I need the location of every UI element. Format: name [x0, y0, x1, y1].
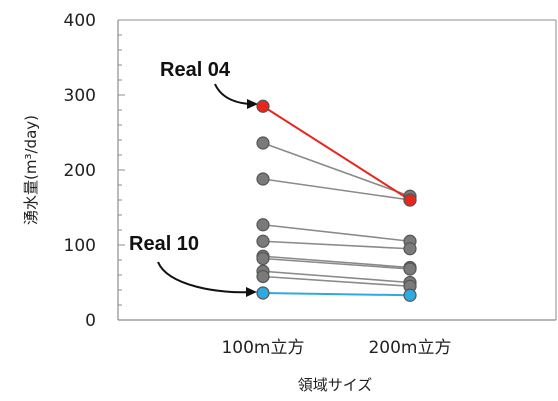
- callout-arrowhead: [246, 287, 257, 297]
- y-tick-label: 400: [64, 11, 96, 31]
- series-line: [262, 240, 411, 250]
- data-point: [256, 234, 270, 248]
- series-lines: [262, 105, 411, 297]
- series-line: [262, 255, 411, 269]
- data-points: [256, 99, 417, 302]
- y-tick-label: 300: [64, 86, 96, 106]
- data-point: [256, 269, 270, 284]
- data-point: [403, 288, 417, 302]
- data-point: [256, 218, 270, 232]
- y-tick-label: 200: [64, 161, 96, 181]
- x-tick-label: 200m立方: [368, 338, 451, 358]
- callout-label: Real 10: [129, 233, 199, 255]
- annotations: Real 04 Real 10: [129, 59, 258, 297]
- callout-arrowhead: [247, 99, 258, 109]
- data-point: [256, 172, 270, 186]
- tick-labels: 0 100 200 300 400 100m立方 200m立方: [64, 11, 452, 358]
- y-axis-title: 湧水量(m³/day): [22, 115, 40, 225]
- data-point: [256, 286, 270, 300]
- callout-arrow: [157, 261, 253, 294]
- series-line: [262, 275, 411, 288]
- x-tick-label: 100m立方: [221, 338, 304, 358]
- callout-label: Real 04: [160, 59, 231, 81]
- series-line: [262, 223, 411, 243]
- series-line: [262, 270, 411, 284]
- data-point: [256, 99, 270, 113]
- series-line: [262, 178, 411, 201]
- series-line: [262, 105, 411, 201]
- series-line: [262, 257, 411, 270]
- data-point: [403, 242, 417, 256]
- series-line: [262, 142, 411, 198]
- x-axis-title: 領域サイズ: [298, 376, 373, 394]
- axes: [117, 19, 557, 321]
- y-tick-label: 0: [85, 311, 96, 331]
- data-point: [256, 251, 270, 266]
- series-line: [262, 292, 411, 297]
- data-point: [403, 193, 417, 207]
- y-tick-label: 100: [64, 236, 96, 256]
- data-point: [256, 136, 270, 150]
- data-point: [403, 262, 417, 276]
